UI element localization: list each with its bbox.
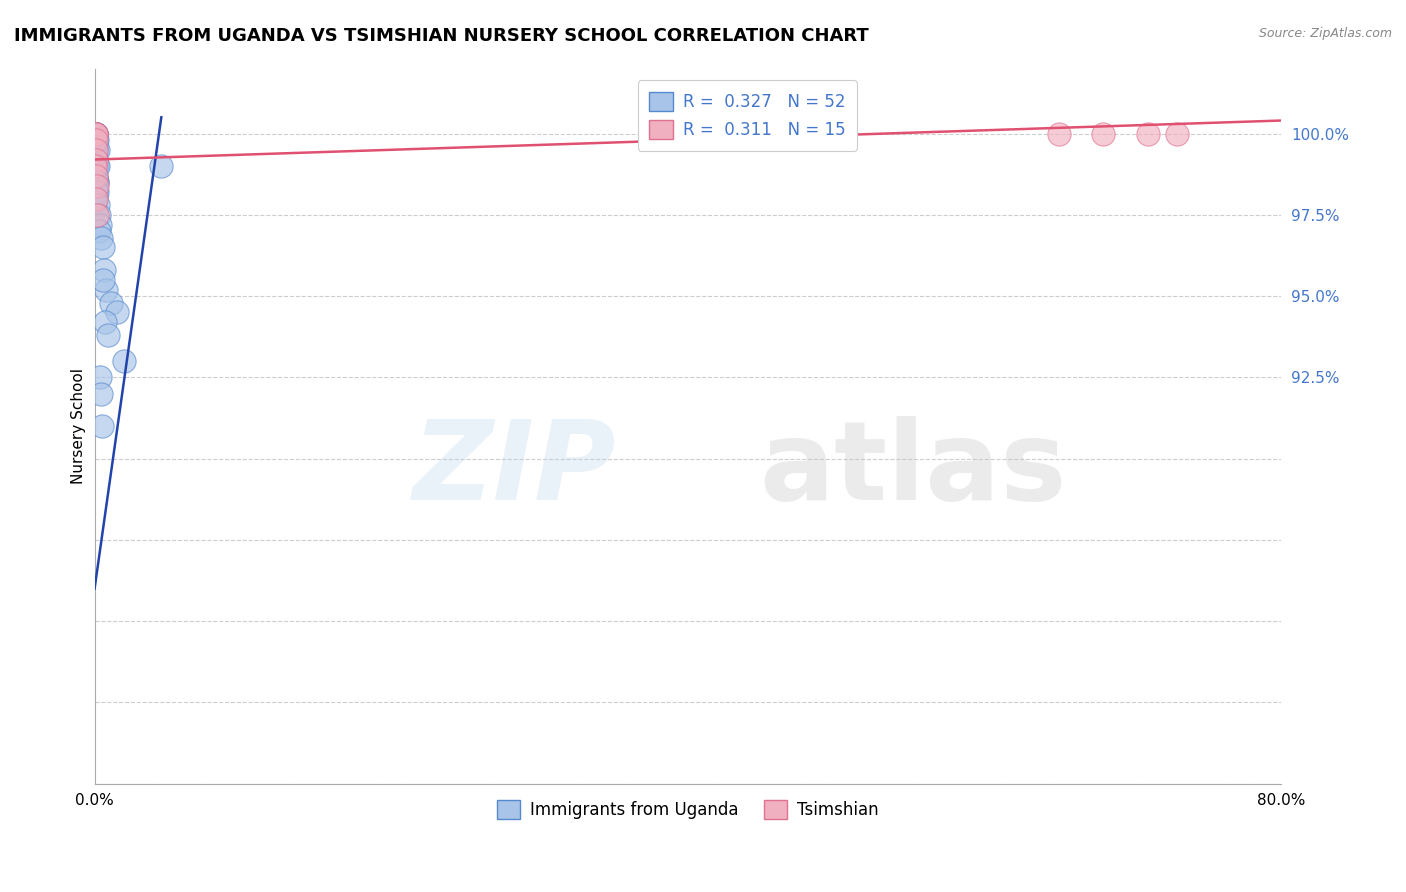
Point [84,182,107,196]
Point [150,159,173,173]
Text: IMMIGRANTS FROM UGANDA VS TSIMSHIAN NURSERY SCHOOL CORRELATION CHART: IMMIGRANTS FROM UGANDA VS TSIMSHIAN NURS… [14,27,869,45]
Point [84,127,107,141]
Point [84,194,107,209]
Point [86,175,108,189]
Point [87,208,110,222]
Text: Source: ZipAtlas.com: Source: ZipAtlas.com [1258,27,1392,40]
Y-axis label: Nursery School: Nursery School [72,368,86,484]
Point [1047,127,1070,141]
Point [96,283,118,297]
Point [86,143,108,157]
Point [84,127,107,141]
Point [84,153,107,167]
Point [91,240,114,254]
Point [97,328,120,343]
Point [1136,127,1159,141]
Point [90,386,112,401]
Point [84,192,107,206]
Point [90,230,112,244]
Point [84,127,107,141]
Point [91,419,114,434]
Point [84,127,107,141]
Point [105,305,128,319]
Point [93,263,115,277]
Point [112,354,135,368]
Point [1166,127,1188,141]
Point [84,159,107,173]
Point [100,295,122,310]
Point [1092,127,1115,141]
Point [86,208,108,222]
Point [84,139,107,153]
Point [86,143,108,157]
Point [84,172,107,186]
Point [89,370,111,384]
Point [84,143,107,157]
Point [86,127,108,141]
Point [86,185,108,199]
Point [84,133,107,147]
Point [84,133,107,147]
Legend: Immigrants from Uganda, Tsimshian: Immigrants from Uganda, Tsimshian [491,793,886,825]
Point [84,178,107,193]
Point [84,192,107,206]
Point [84,149,107,163]
Text: ZIP: ZIP [413,416,617,523]
Point [84,127,107,141]
Point [87,198,110,212]
Point [93,273,115,287]
Point [87,159,110,173]
Point [84,162,107,177]
Point [84,159,107,173]
Point [84,188,107,202]
Point [89,218,111,232]
Point [84,127,107,141]
Point [86,185,108,199]
Point [84,139,107,153]
Point [86,178,108,193]
Text: atlas: atlas [759,416,1066,523]
Point [84,169,107,183]
Point [86,175,108,189]
Point [94,315,117,329]
Point [86,159,108,173]
Point [84,165,107,179]
Point [84,127,107,141]
Point [84,153,107,167]
Point [84,133,107,147]
Point [87,224,110,238]
Point [84,143,107,157]
Point [86,146,108,161]
Point [84,127,107,141]
Point [84,169,107,183]
Point [86,133,108,147]
Point [84,133,107,147]
